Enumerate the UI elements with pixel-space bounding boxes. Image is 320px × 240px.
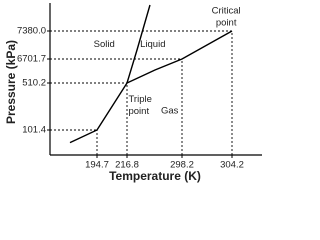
phase-boundary	[69, 82, 128, 144]
y-tick-label: 510.2	[22, 78, 46, 89]
chart: Temperature (K) Pressure (kPa) 194.7 216.…	[4, 3, 262, 183]
y-tick-label: 6701.7	[17, 54, 46, 65]
phase-boundary	[126, 4, 151, 84]
x-tick-label: 216.8	[115, 160, 139, 171]
annotation: Gas	[161, 105, 179, 116]
y-axis-label: Pressure (kPa)	[4, 40, 18, 124]
y-tick-label: 7380.0	[17, 26, 46, 37]
annotation: Liquid	[140, 39, 165, 50]
annotation: point	[128, 106, 149, 117]
y-tick-label: 101.4	[22, 125, 46, 136]
x-tick-label: 194.7	[85, 160, 109, 171]
x-tick-label: 298.2	[170, 160, 194, 171]
page: Temperature (K) Pressure (kPa) 194.7 216.…	[4, 3, 262, 184]
annotation: Solid	[94, 39, 115, 50]
x-axis-label: Temperature (K)	[109, 169, 201, 183]
annotation: Critical	[212, 6, 241, 17]
x-tick-label: 304.2	[220, 160, 244, 171]
annotation: Triple	[128, 94, 151, 105]
annotation: point	[216, 18, 237, 29]
phase-boundary	[126, 30, 233, 84]
